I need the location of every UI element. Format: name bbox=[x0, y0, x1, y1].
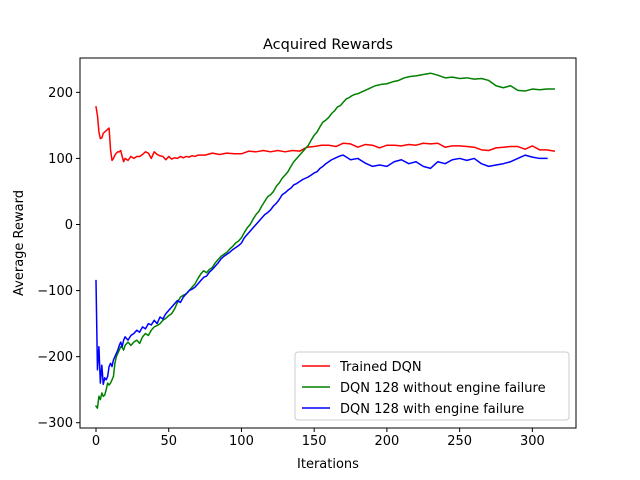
y-tick-label: −300 bbox=[37, 416, 73, 431]
x-tick-label: 100 bbox=[229, 434, 254, 449]
chart-title: Acquired Rewards bbox=[263, 37, 393, 53]
x-axis: 0 50 100 150 200 250 300 bbox=[92, 428, 545, 449]
y-axis-label: Average Reward bbox=[12, 190, 27, 296]
y-tick-label: −100 bbox=[37, 284, 73, 299]
y-tick-label: 100 bbox=[48, 152, 73, 167]
y-tick-label: −200 bbox=[37, 350, 73, 365]
x-tick-label: 50 bbox=[160, 434, 177, 449]
x-axis-label: Iterations bbox=[297, 457, 359, 472]
legend-box bbox=[294, 351, 570, 421]
series-line-2 bbox=[94, 72, 555, 409]
x-tick-label: 200 bbox=[374, 434, 399, 449]
legend-label-1: Trained DQN bbox=[339, 360, 422, 375]
y-axis: −300 −200 −100 0 100 200 bbox=[37, 86, 80, 431]
y-tick-label: 200 bbox=[48, 86, 73, 101]
x-tick-label: 150 bbox=[302, 434, 327, 449]
series-line-1 bbox=[95, 106, 556, 163]
legend-label-3: DQN 128 with engine failure bbox=[340, 402, 524, 417]
legend-label-2: DQN 128 without engine failure bbox=[340, 381, 546, 396]
plot-area bbox=[94, 72, 556, 409]
x-tick-label: 300 bbox=[520, 434, 545, 449]
y-tick-label: 0 bbox=[65, 218, 73, 233]
series-line-3 bbox=[95, 154, 548, 386]
x-tick-label: 0 bbox=[92, 434, 100, 449]
axes-frame bbox=[79, 57, 577, 429]
series-layer bbox=[94, 72, 556, 409]
x-tick-label: 250 bbox=[447, 434, 472, 449]
legend: Trained DQN DQN 128 without engine failur… bbox=[294, 351, 570, 421]
